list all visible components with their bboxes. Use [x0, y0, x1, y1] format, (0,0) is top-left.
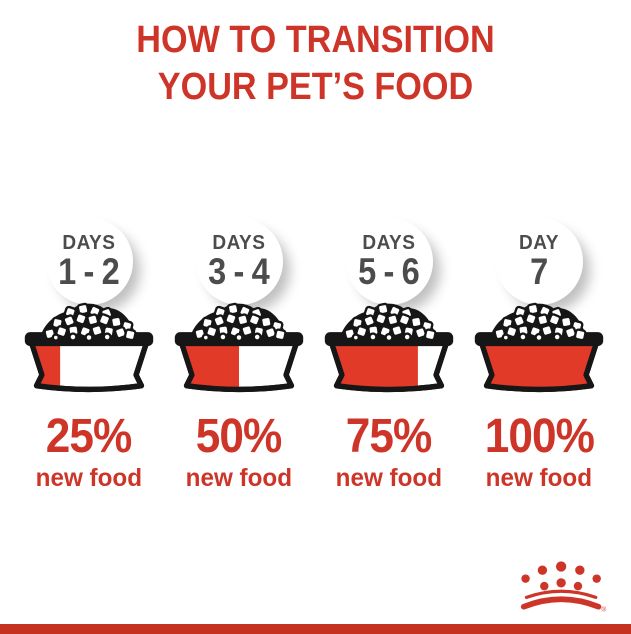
royal-canin-crown-icon: ® [520, 561, 606, 613]
registered-trademark-symbol: ® [601, 605, 606, 613]
day-badge: DAYS 3 - 4 [195, 218, 283, 305]
percent-caption: new food [485, 464, 593, 492]
step-column-days-5-6: DAYS 5 - 6 75% new food [314, 218, 464, 491]
day-range: 3 - 4 [208, 251, 271, 292]
step-column-days-1-2: DAYS 1 - 2 25% new food [14, 218, 164, 491]
percent-caption: new food [335, 464, 443, 492]
percent-new-food: 50% [196, 410, 283, 463]
step-column-days-3-4: DAYS 3 - 4 50% new food [164, 218, 314, 491]
page-title: HOW TO TRANSITION YOUR PET’S FOOD [0, 17, 631, 111]
day-label: DAYS [212, 232, 266, 254]
food-bowl-icon [174, 302, 304, 406]
title-line-1: HOW TO TRANSITION [136, 19, 495, 61]
title-line-2: YOUR PET’S FOOD [157, 66, 474, 108]
day-range: 7 [530, 251, 548, 292]
percent-new-food: 75% [346, 410, 433, 463]
food-bowl-icon [474, 302, 604, 406]
day-range: 5 - 6 [358, 251, 421, 292]
percent-new-food: 25% [46, 410, 133, 463]
day-range: 1 - 2 [58, 251, 121, 292]
day-badge: DAY 7 [495, 218, 583, 305]
food-bowl-icon [324, 302, 454, 406]
percent-caption: new food [35, 464, 143, 492]
percent-caption: new food [185, 464, 293, 492]
day-label: DAYS [362, 232, 416, 254]
step-column-day-7: DAY 7 100% new food [464, 218, 614, 491]
day-label: DAYS [62, 232, 116, 254]
bottom-red-bar [0, 624, 631, 634]
day-label: DAY [519, 232, 559, 254]
day-badge: DAYS 1 - 2 [45, 218, 133, 305]
transition-steps: DAYS 1 - 2 25% new food DAYS 3 - 4 [14, 218, 614, 491]
percent-new-food: 100% [484, 410, 594, 463]
day-badge: DAYS 5 - 6 [345, 218, 433, 305]
food-bowl-icon [24, 302, 154, 406]
